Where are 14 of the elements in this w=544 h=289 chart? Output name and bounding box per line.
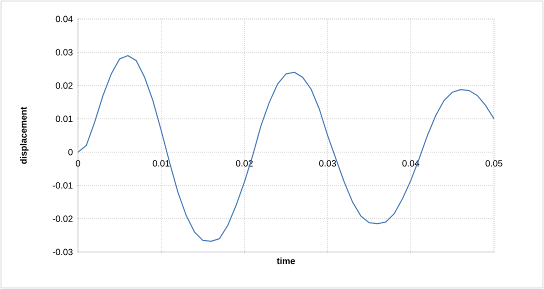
x-tick-label: 0.05 bbox=[486, 160, 502, 167]
y-tick-label: 0.04 bbox=[56, 16, 73, 22]
x-tick-label: 0.03 bbox=[319, 160, 336, 167]
x-axis-title: time bbox=[276, 258, 295, 264]
y-axis-title: displacement bbox=[20, 106, 28, 164]
x-tick-label: 0.01 bbox=[152, 160, 170, 167]
y-tick-label: 0 bbox=[68, 148, 73, 156]
y-tick-label: -0.02 bbox=[52, 216, 73, 222]
y-tick-label: 0.02 bbox=[56, 82, 73, 89]
y-tick-label: -0.01 bbox=[52, 182, 73, 189]
x-tick-label: 0 bbox=[76, 160, 80, 167]
y-tick-label: 0.03 bbox=[56, 49, 73, 56]
y-tick-label: -0.03 bbox=[52, 248, 73, 256]
y-tick-label: 0.01 bbox=[56, 116, 73, 122]
